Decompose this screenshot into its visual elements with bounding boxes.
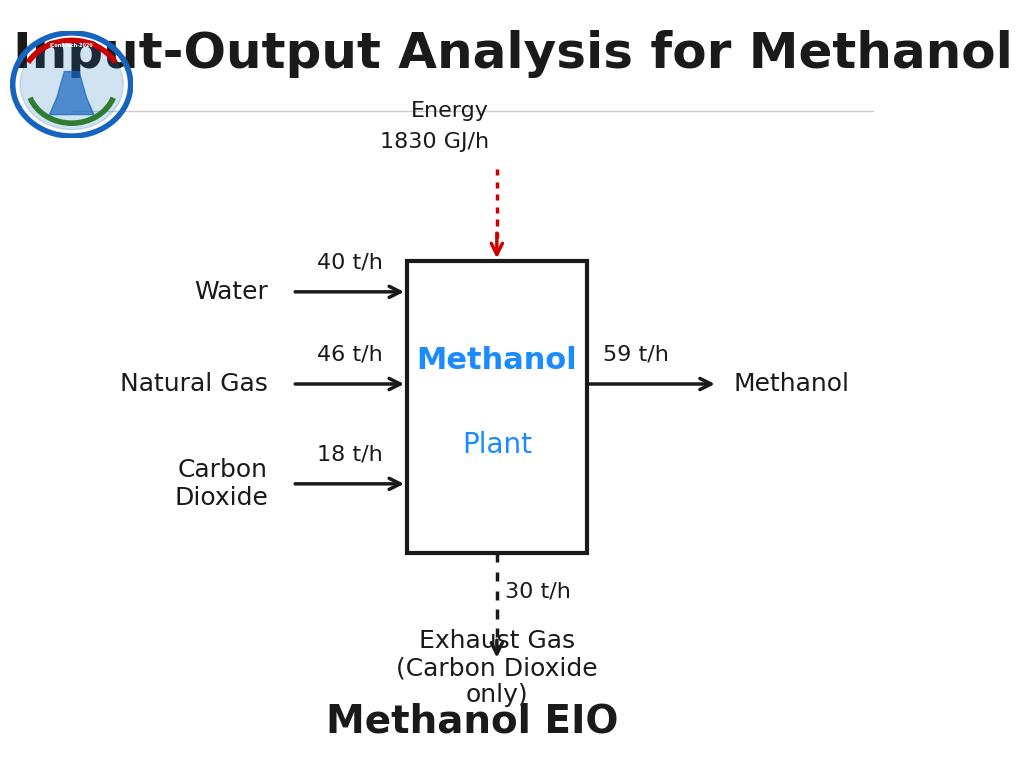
Text: 30 t/h: 30 t/h <box>505 581 571 601</box>
Text: Methanol: Methanol <box>734 372 850 396</box>
Text: Input-Output Analysis for Methanol: Input-Output Analysis for Methanol <box>13 30 1013 78</box>
Text: IConETech-2020: IConETech-2020 <box>50 43 93 48</box>
Text: (Carbon Dioxide: (Carbon Dioxide <box>396 656 598 680</box>
FancyBboxPatch shape <box>407 261 587 553</box>
Text: 18 t/h: 18 t/h <box>316 445 383 465</box>
Text: 40 t/h: 40 t/h <box>316 253 383 273</box>
Text: Plant: Plant <box>462 432 531 459</box>
Text: Energy: Energy <box>411 101 488 121</box>
Text: 59 t/h: 59 t/h <box>603 345 669 365</box>
Text: Carbon
Dioxide: Carbon Dioxide <box>174 458 268 510</box>
Text: Natural Gas: Natural Gas <box>120 372 268 396</box>
Text: Water: Water <box>194 280 268 304</box>
Text: Exhaust Gas: Exhaust Gas <box>419 629 574 654</box>
Text: 46 t/h: 46 t/h <box>316 345 383 365</box>
Circle shape <box>20 39 123 130</box>
Text: 1830 GJ/h: 1830 GJ/h <box>380 132 488 152</box>
Text: Methanol: Methanol <box>417 346 578 376</box>
Text: Methanol EIO: Methanol EIO <box>326 703 618 741</box>
Polygon shape <box>49 71 94 114</box>
Text: only): only) <box>466 683 528 707</box>
